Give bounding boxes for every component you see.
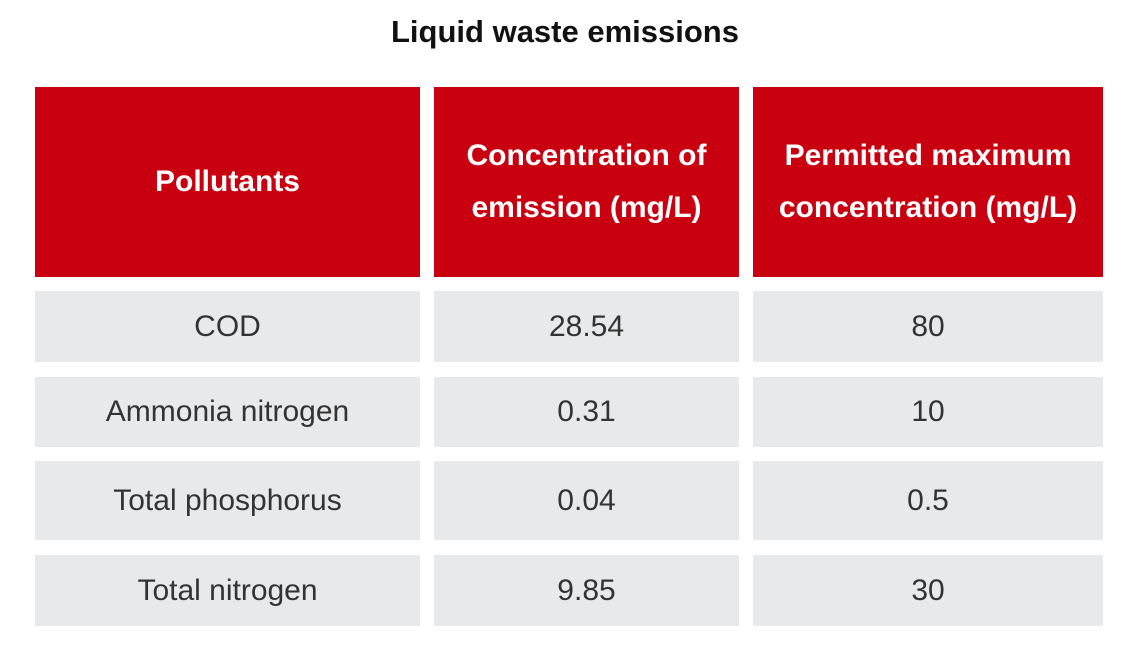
table-cell: 10 [753,377,1103,447]
table-cell: 28.54 [434,291,739,362]
header-cell: Pollutants [35,87,420,277]
header-cell: Permitted maximum concentration (mg/L) [753,87,1103,277]
table-cell: 0.31 [434,377,739,447]
table-cell: 0.5 [753,461,1103,540]
table-cell: COD [35,291,420,362]
table-cell: 30 [753,555,1103,626]
table-cell: 80 [753,291,1103,362]
table-cell: Total phosphorus [35,461,420,540]
table-cell: 9.85 [434,555,739,626]
table-cell: Total nitrogen [35,555,420,626]
table-cell: Ammonia nitrogen [35,377,420,447]
header-cell: Concentration of emission (mg/L) [434,87,739,277]
table-cell: 0.04 [434,461,739,540]
table-title: Liquid waste emissions [391,14,739,49]
